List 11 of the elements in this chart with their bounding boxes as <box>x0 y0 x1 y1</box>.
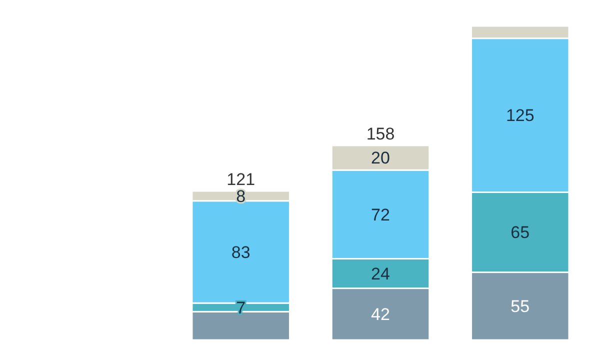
data-label: 8 <box>236 186 246 206</box>
data-label: 65 <box>510 223 530 242</box>
data-label: 24 <box>371 264 390 284</box>
data-label: 83 <box>231 242 250 262</box>
data-label: 72 <box>371 205 390 224</box>
total-label: 158 <box>366 124 395 144</box>
data-label: 125 <box>506 106 534 126</box>
data-label: 55 <box>510 297 530 316</box>
total-label: 121 <box>226 170 256 190</box>
data-label: 20 <box>371 148 390 168</box>
data-label: 42 <box>371 305 390 324</box>
